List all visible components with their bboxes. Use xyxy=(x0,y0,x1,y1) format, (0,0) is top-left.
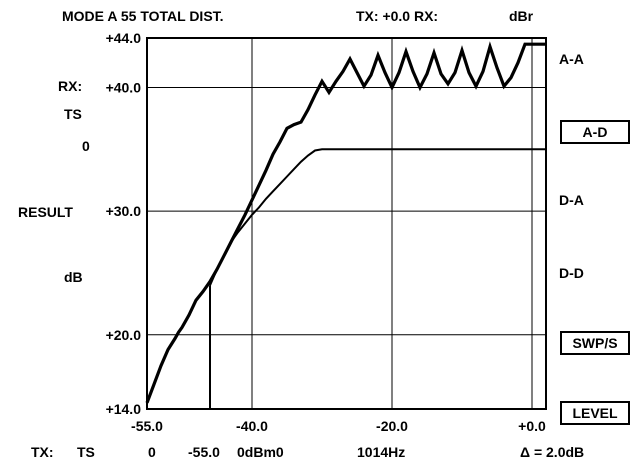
db-label: dB xyxy=(64,269,83,285)
y-tick-label: +40.0 xyxy=(106,79,142,95)
x-tick-label: -40.0 xyxy=(236,418,268,434)
y-tick-label: +30.0 xyxy=(106,203,142,219)
footer-ts-label: TS xyxy=(77,444,95,460)
y-tick-label: +14.0 xyxy=(106,401,142,417)
measured-trace-line xyxy=(145,41,546,404)
footer-level: -55.0 xyxy=(188,444,220,460)
level-button[interactable]: LEVEL xyxy=(560,401,630,425)
a-d-button[interactable]: A-D xyxy=(560,120,630,144)
sweep-step-button[interactable]: SWP/S xyxy=(560,331,630,355)
mode-d-a[interactable]: D-A xyxy=(559,192,584,208)
ts-value: 0 xyxy=(82,138,90,154)
footer-ts-value: 0 xyxy=(148,444,156,460)
plot-frame xyxy=(146,37,547,410)
x-tick-label: -20.0 xyxy=(376,418,408,434)
y-tick-label: +20.0 xyxy=(106,327,142,343)
x-tick-label: -55.0 xyxy=(131,418,163,434)
x-tick-label: +0.0 xyxy=(518,418,546,434)
tx-rx-readout: TX: +0.0 RX: xyxy=(356,8,439,24)
footer-tx-label: TX: xyxy=(31,444,54,460)
ts-label: TS xyxy=(64,106,82,122)
y-tick-label: +44.0 xyxy=(106,30,142,46)
result-label: RESULT xyxy=(18,204,73,220)
footer-level-unit: 0dBm0 xyxy=(237,444,284,460)
footer-delta: Δ = 2.0dB xyxy=(520,444,585,460)
mode-title: MODE A 55 TOTAL DIST. xyxy=(62,8,224,24)
rx-label: RX: xyxy=(58,78,83,94)
mode-d-d[interactable]: D-D xyxy=(559,265,584,281)
reference-trace-line xyxy=(209,148,546,286)
mode-a-a[interactable]: A-A xyxy=(559,51,584,67)
footer-frequency: 1014Hz xyxy=(357,444,406,460)
unit-label: dBr xyxy=(509,8,534,24)
